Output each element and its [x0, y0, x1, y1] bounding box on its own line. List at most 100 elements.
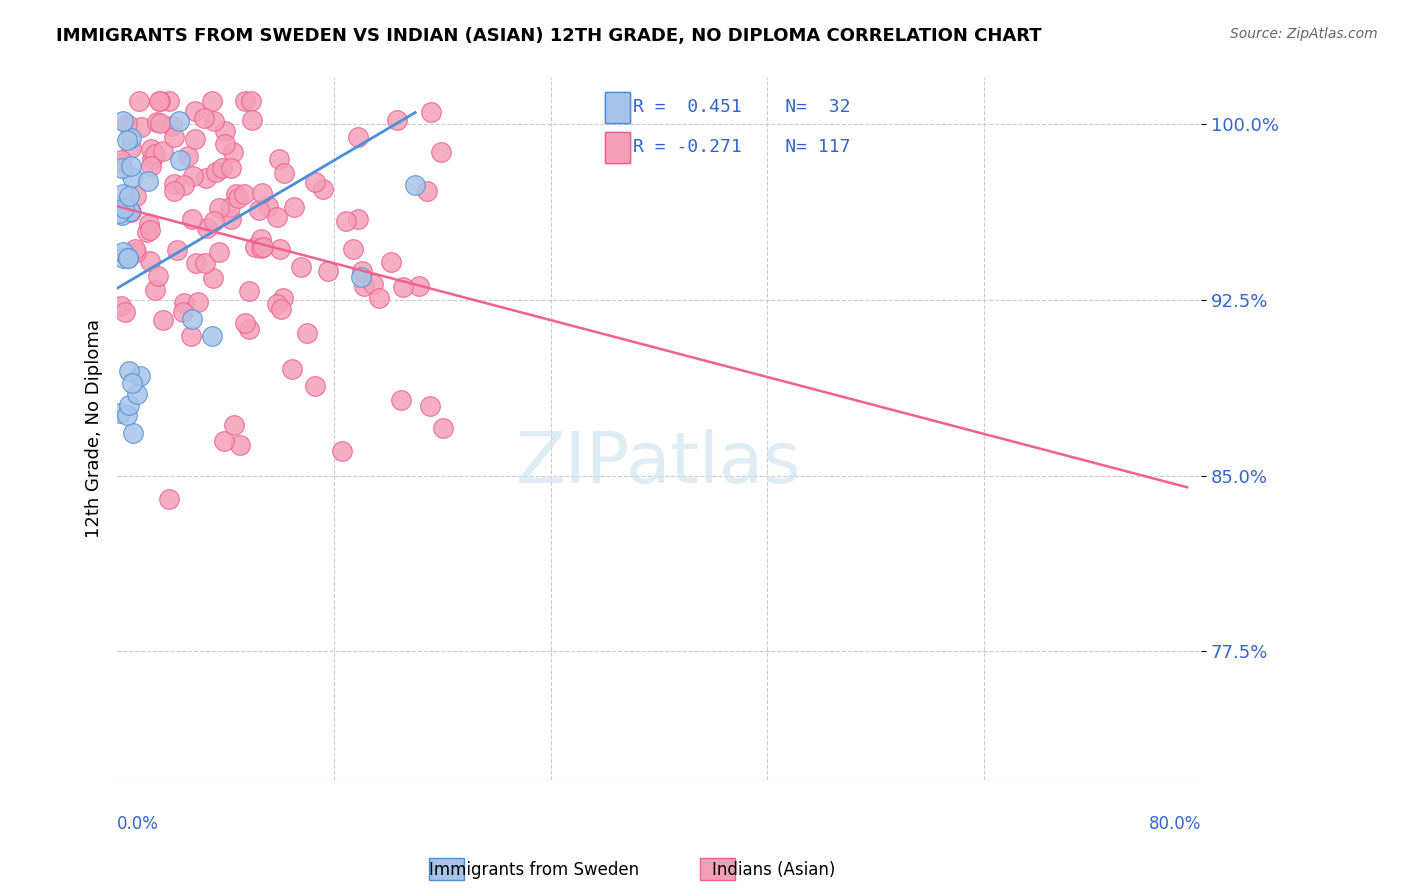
Text: 80.0%: 80.0%	[1149, 815, 1201, 833]
Point	[112, 201, 135, 215]
Point	[141, 152, 163, 166]
Point	[149, 94, 172, 108]
Point	[129, 120, 152, 134]
Point	[250, 241, 273, 255]
Point	[352, 264, 374, 278]
Point	[347, 130, 370, 145]
Point	[194, 170, 217, 185]
Point	[120, 141, 142, 155]
Point	[266, 297, 288, 311]
Point	[107, 199, 129, 213]
Point	[214, 124, 236, 138]
Point	[318, 264, 340, 278]
Point	[139, 142, 162, 156]
Point	[148, 94, 170, 108]
Point	[271, 291, 294, 305]
Point	[173, 178, 195, 192]
Point	[195, 221, 218, 235]
Point	[225, 187, 247, 202]
Point	[180, 211, 202, 226]
Point	[181, 169, 204, 183]
Point	[187, 295, 209, 310]
Point	[238, 322, 260, 336]
Point	[138, 223, 160, 237]
Text: R =  0.451    N=  32: R = 0.451 N= 32	[633, 98, 851, 116]
Point	[172, 305, 194, 319]
Point	[163, 177, 186, 191]
Point	[138, 217, 160, 231]
Point	[167, 113, 190, 128]
Point	[214, 136, 236, 151]
Point	[138, 173, 160, 187]
Point	[120, 159, 142, 173]
Point	[211, 161, 233, 176]
Point	[281, 362, 304, 376]
Point	[202, 214, 225, 228]
Point	[222, 145, 245, 159]
Y-axis label: 12th Grade, No Diploma: 12th Grade, No Diploma	[86, 319, 103, 538]
Point	[270, 302, 292, 317]
Point	[112, 113, 135, 128]
Point	[143, 147, 166, 161]
Point	[201, 94, 224, 108]
Point	[163, 130, 186, 145]
Point	[180, 328, 202, 343]
Text: Immigrants from Sweden: Immigrants from Sweden	[429, 861, 640, 879]
Point	[404, 178, 426, 192]
Point	[121, 376, 143, 390]
Point	[207, 202, 229, 216]
Point	[232, 186, 254, 201]
Point	[121, 170, 143, 185]
Point	[111, 187, 134, 202]
Point	[110, 406, 132, 420]
Point	[385, 112, 408, 127]
Point	[117, 251, 139, 265]
Point	[243, 240, 266, 254]
Point	[180, 312, 202, 326]
Point	[120, 203, 142, 218]
Text: 0.0%: 0.0%	[117, 815, 159, 833]
Point	[408, 279, 430, 293]
Point	[120, 205, 142, 219]
Point	[295, 326, 318, 340]
Point	[148, 116, 170, 130]
Point	[222, 417, 245, 432]
Point	[110, 153, 132, 168]
Point	[212, 434, 235, 448]
Point	[146, 114, 169, 128]
Point	[380, 255, 402, 269]
Point	[139, 253, 162, 268]
Text: ZIPatlas: ZIPatlas	[516, 429, 801, 499]
Point	[169, 153, 191, 168]
Text: Indians (Asian): Indians (Asian)	[711, 861, 835, 879]
Point	[107, 206, 129, 220]
Point	[219, 211, 242, 226]
Point	[219, 161, 242, 175]
Point	[157, 94, 180, 108]
Point	[239, 94, 262, 108]
Text: Source: ZipAtlas.com: Source: ZipAtlas.com	[1230, 27, 1378, 41]
Point	[330, 444, 353, 458]
Point	[312, 182, 335, 196]
Point	[139, 160, 162, 174]
Point	[233, 94, 256, 108]
Point	[166, 244, 188, 258]
Point	[432, 421, 454, 435]
Point	[135, 225, 157, 239]
Point	[115, 409, 138, 423]
Point	[125, 189, 148, 203]
Point	[117, 252, 139, 266]
Point	[111, 208, 134, 222]
Point	[152, 313, 174, 327]
Point	[391, 393, 413, 408]
Point	[129, 369, 152, 384]
Point	[208, 245, 231, 260]
Point	[163, 184, 186, 198]
Point	[146, 269, 169, 284]
Point	[238, 284, 260, 298]
Point	[152, 144, 174, 158]
Point	[419, 105, 441, 120]
Point	[184, 104, 207, 119]
Point	[183, 132, 205, 146]
Point	[267, 152, 290, 166]
